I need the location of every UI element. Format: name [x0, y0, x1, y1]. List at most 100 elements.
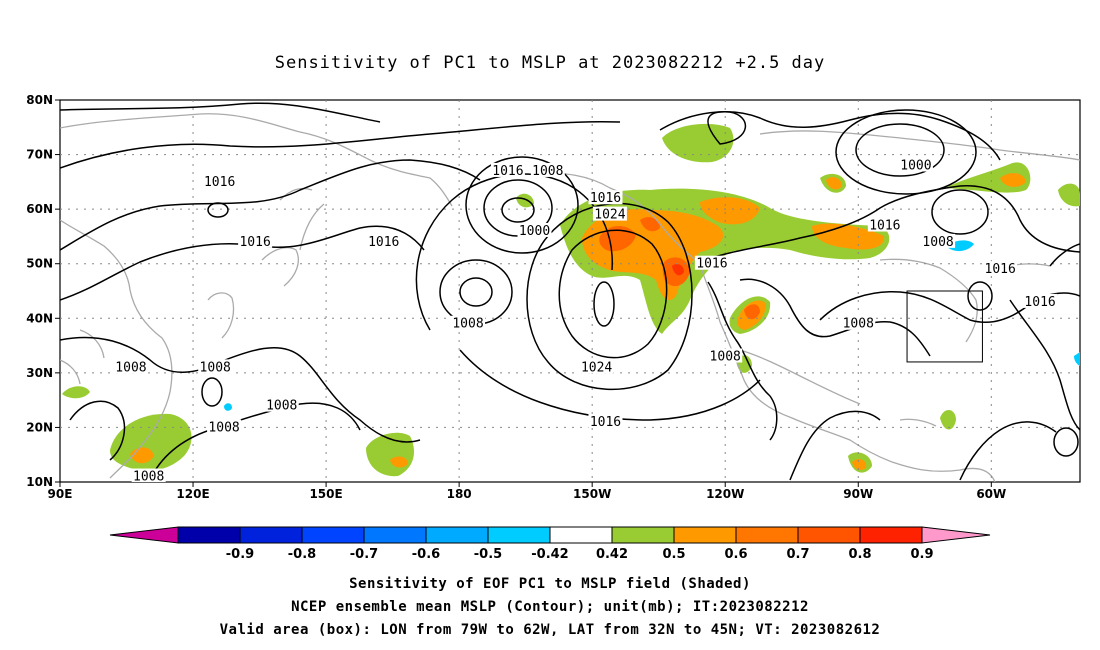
contour-label-bg [588, 413, 623, 428]
contour-label-bg [898, 157, 933, 172]
contour-label: 1008 [843, 317, 874, 332]
contour-label: 1016 [696, 257, 727, 272]
colorbar-segment [177, 526, 241, 544]
lat-tick-label: 10N [26, 475, 53, 489]
footer-line-2: NCEP ensemble mean MSLP (Contour); unit(… [291, 599, 809, 615]
contour-label: 1016 [985, 262, 1016, 277]
contour-line [60, 336, 421, 443]
lon-tick-label: 90W [843, 487, 873, 501]
shade-orange [1000, 173, 1026, 187]
longitude-tick-labels: 90E 120E 150E 180 150W 120W 90W 60W [48, 482, 1006, 501]
contour-line [707, 281, 778, 441]
shade-cyan [1074, 352, 1080, 366]
contour-label: 1016 [239, 235, 270, 250]
footer-line-3: Valid area (box): LON from 79W to 62W, L… [220, 622, 881, 638]
contour-label-bg [131, 468, 166, 482]
lat-tick-label: 40N [26, 311, 53, 325]
contour-label: 1008 [266, 399, 297, 414]
colorbar-label: 0.9 [910, 547, 933, 562]
lat-tick-label: 20N [26, 420, 53, 434]
contour-label-bg [708, 348, 743, 363]
contour-line [69, 400, 126, 461]
colorbar-label: 0.7 [786, 547, 809, 562]
colorbar-segment [301, 526, 365, 544]
contour-label-bg [198, 359, 233, 374]
colorbar-segment [735, 526, 799, 544]
colorbar-segment [487, 526, 551, 544]
footer-line-1: Sensitivity of EOF PC1 to MSLP field (Sh… [349, 576, 751, 592]
contour-label-bg [592, 206, 627, 221]
colorbar-segment [797, 526, 861, 544]
contour-label: 1008 [452, 317, 483, 332]
contour-label: 1016 [590, 191, 621, 206]
contour-label: 1016 [368, 235, 399, 250]
high-contour-inner [593, 281, 615, 327]
contour-line [959, 421, 1057, 481]
contour-label-bg [921, 233, 956, 248]
lon-tick-label: 150E [309, 487, 342, 501]
lon-tick-label: 120W [706, 487, 744, 501]
shade-orange [700, 197, 760, 225]
low-contour [459, 277, 493, 307]
lat-tick-label: 80N [26, 93, 53, 107]
shade-cyan [224, 403, 232, 411]
valid-area-box [906, 290, 983, 363]
colorbar-label: 0.6 [724, 547, 747, 562]
contour-label-bg [451, 315, 485, 330]
contour-line [967, 281, 993, 311]
shade-green [940, 409, 956, 430]
colorbar-segment [673, 526, 737, 544]
shade-green [110, 413, 192, 471]
colorbar-label: 0.5 [662, 547, 685, 562]
contour-label: 1008 [922, 235, 953, 250]
colorbar-label: -0.9 [226, 547, 254, 562]
lon-tick-label: 180 [447, 487, 472, 501]
contour-line [1009, 299, 1080, 431]
contour-label: 1024 [594, 208, 625, 223]
contour-label: 1016 [590, 415, 621, 430]
shade-green [662, 123, 734, 163]
lat-tick-label: 60N [26, 202, 53, 216]
contour-line [207, 202, 229, 218]
colorbar-label: 0.42 [596, 547, 628, 562]
lat-tick-label: 50N [26, 257, 53, 271]
contour-line [739, 278, 931, 357]
low-contour [855, 123, 945, 177]
colorbar-label: -0.42 [531, 547, 568, 562]
low-contour [835, 109, 977, 195]
contour-line [459, 349, 761, 421]
contour-label-bg [588, 190, 623, 205]
colorbar-label: 0.8 [848, 547, 871, 562]
contour-line [60, 102, 381, 123]
contour-label-bg [867, 217, 902, 232]
contour-label-bg [238, 233, 273, 248]
latitude-tick-labels: 80N 70N 60N 50N 40N 30N 20N 10N [26, 93, 60, 489]
contour-label-bg [694, 255, 729, 270]
contour-label: 1016 [1024, 295, 1055, 310]
contour-label-bg [530, 162, 565, 177]
contour-label: 1008 [133, 470, 164, 485]
contour-label: 1016 [492, 164, 523, 179]
contour-label-bg [207, 419, 242, 434]
contour-line [789, 410, 881, 481]
contour-line [1049, 243, 1080, 267]
contour-label-bg [113, 359, 148, 374]
low-contour [465, 156, 579, 254]
contour-label-bg [579, 359, 614, 374]
high-contour [558, 229, 668, 359]
contour-line [1053, 427, 1079, 457]
mslp-contours [60, 102, 1080, 481]
low-contour [931, 189, 989, 235]
contour-label: 1008 [208, 420, 239, 435]
colorbar-segment [363, 526, 427, 544]
colorbar-segment [611, 526, 675, 544]
contour-label-bg [490, 162, 525, 177]
shade-dark-orange [640, 217, 660, 232]
contour-line [707, 111, 747, 145]
colorbar-label: -0.6 [412, 547, 440, 562]
lon-tick-label: 120E [176, 487, 209, 501]
shade-dark-orange [599, 225, 636, 252]
high-contour [526, 202, 693, 391]
contour-label: 1008 [115, 360, 146, 375]
